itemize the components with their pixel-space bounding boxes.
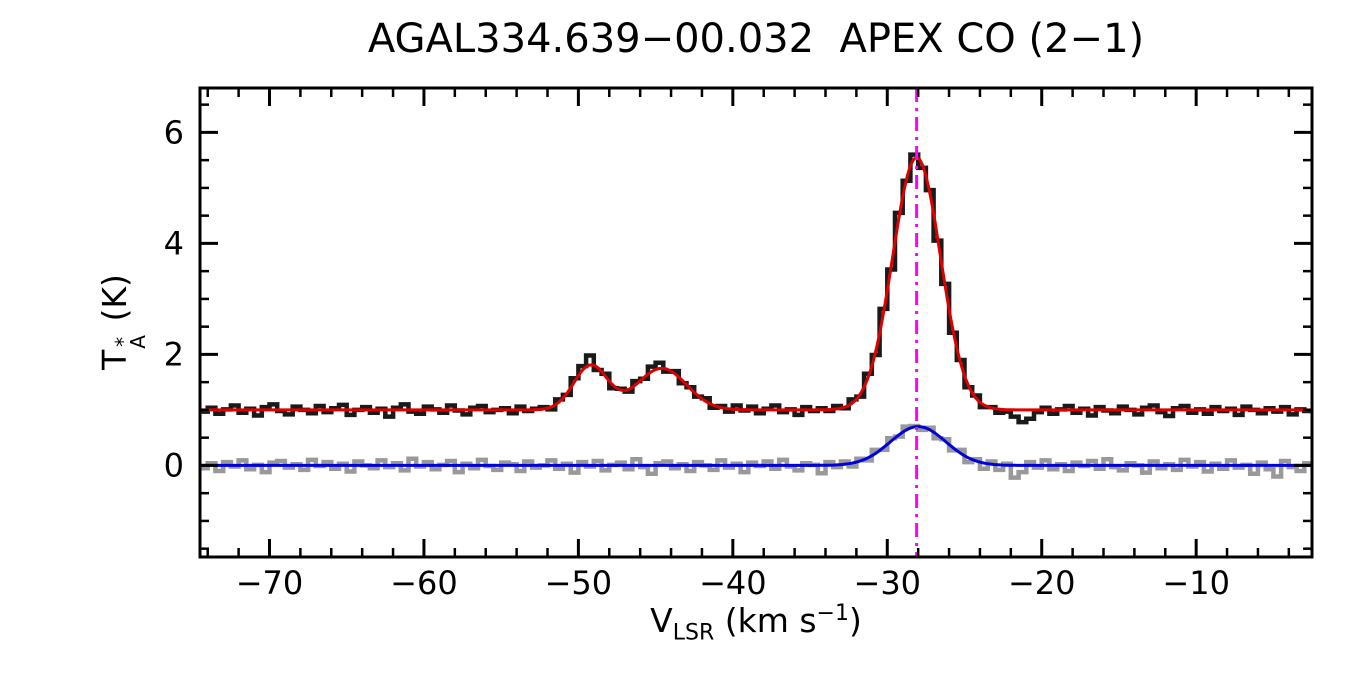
gaussian-fit-residual — [198, 425, 1314, 467]
y-tick-label: 0 — [164, 446, 184, 484]
plot-title: AGAL334.639−00.032 APEX CO (2−1) — [367, 16, 1145, 62]
residual-spectrum — [200, 423, 1312, 480]
x-axis-label-sub: LSR — [672, 620, 715, 646]
x-axis-label-sup: −1 — [816, 601, 849, 626]
x-tick-label: −40 — [699, 564, 767, 602]
x-tick-label: −10 — [1162, 564, 1230, 602]
x-axis-label: VLSR (km s−1) — [200, 601, 1312, 646]
x-axis-label-end: ) — [848, 601, 862, 640]
x-tick-label: −50 — [545, 564, 613, 602]
x-tick-label: −70 — [236, 564, 304, 602]
x-tick-label: −30 — [854, 564, 922, 602]
observed-spectrum — [200, 152, 1312, 425]
y-tick-label: 4 — [164, 224, 184, 262]
y-axis-label-supsub: * A — [111, 335, 150, 349]
x-tick-label: −60 — [390, 564, 458, 602]
x-axis-label-mid: (km s — [714, 601, 817, 640]
y-axis-label-unit: (K) — [95, 274, 134, 333]
x-tick-label: −20 — [1008, 564, 1076, 602]
y-axis-label-base: T — [95, 349, 134, 370]
x-axis-label-base: V — [650, 601, 673, 640]
plot-frame — [198, 86, 1314, 559]
y-tick-label: 2 — [164, 335, 184, 373]
gaussian-fit-observed — [198, 155, 1314, 412]
y-axis-label-sub: A — [126, 335, 150, 349]
y-axis-label: T * A (K) — [90, 172, 150, 472]
y-tick-label: 6 — [164, 113, 184, 151]
